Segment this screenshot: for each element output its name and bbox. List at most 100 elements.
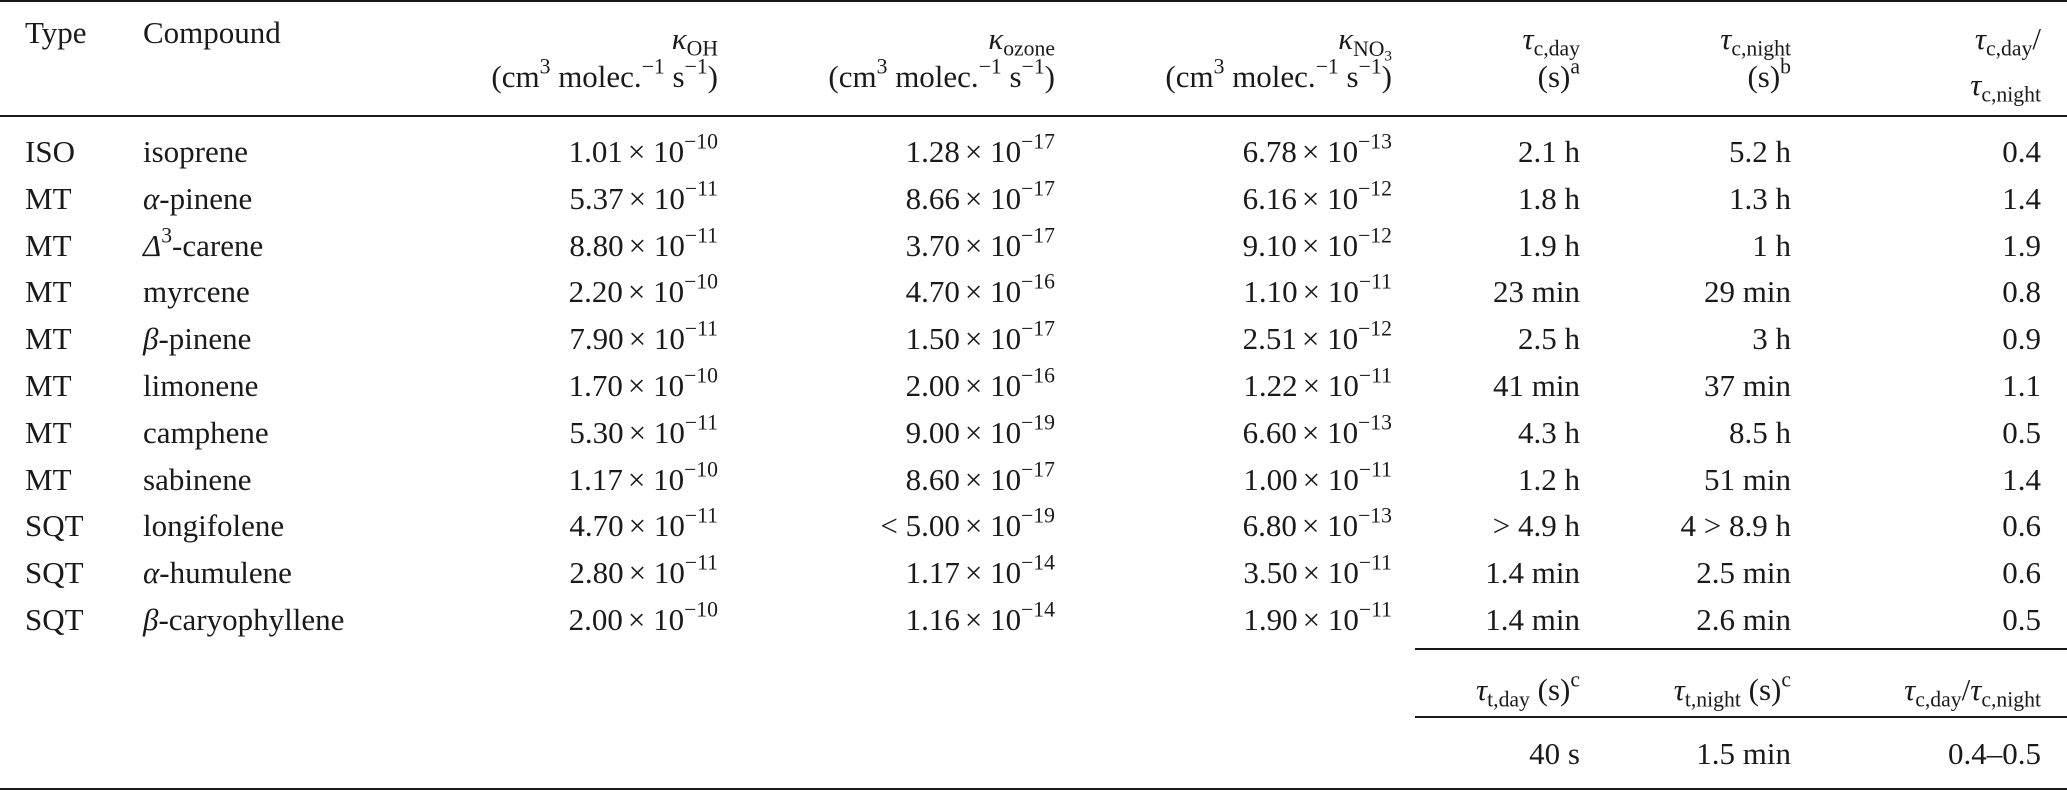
- exponent: −11: [684, 410, 718, 435]
- kappa-symbol: κ: [1338, 21, 1354, 56]
- ratio-cell: 0.5: [2002, 602, 2041, 637]
- ratio-slash: /: [2032, 21, 2041, 56]
- rate-constant-cell: 1.01 × 10−10: [569, 129, 718, 171]
- rate-constant-cell: 6.16 × 10−12: [1243, 178, 1392, 218]
- compound-cell: β-pinene: [143, 320, 251, 358]
- times-ten: × 10: [964, 462, 1022, 497]
- units-exp1: −1: [641, 54, 665, 79]
- rate-constant-cell: 3.70 × 10−17: [906, 225, 1055, 265]
- header-ratio-den: τc,night: [1970, 66, 2041, 105]
- times-ten: × 10: [1302, 368, 1359, 403]
- exponent: −10: [684, 457, 718, 482]
- times-ten: × 10: [964, 321, 1022, 356]
- times-ten: × 10: [627, 602, 685, 637]
- mantissa: 3.50: [1243, 555, 1298, 590]
- mantissa: 9.00: [905, 415, 960, 450]
- times-ten: × 10: [964, 602, 1022, 637]
- ratio-cell: 1.4: [2002, 462, 2041, 497]
- header-k-ozone: κozone: [988, 20, 1055, 61]
- ratio-cell: 0.6: [2002, 555, 2041, 590]
- times-ten: × 10: [1302, 555, 1359, 590]
- mantissa: 1.16: [905, 602, 960, 637]
- mantissa: 1.00: [1243, 462, 1298, 497]
- times-ten: × 10: [627, 368, 685, 403]
- header-type: Type: [25, 15, 87, 50]
- times-ten: × 10: [964, 555, 1022, 590]
- times-ten: × 10: [1302, 602, 1359, 637]
- less-than-sign: <: [880, 508, 906, 543]
- compound-cell: β-caryophyllene: [143, 601, 344, 639]
- tau-day-cell: 1.2 h: [1518, 462, 1580, 497]
- rate-constant-cell: 1.00 × 10−11: [1243, 459, 1392, 499]
- times-ten: × 10: [628, 508, 685, 543]
- units-close: ): [1381, 59, 1392, 94]
- exponent: −14: [1021, 550, 1055, 575]
- mantissa: 7.90: [569, 321, 624, 356]
- times-ten: × 10: [628, 415, 685, 450]
- header-tc-night-unit: (s)b: [1747, 56, 1791, 96]
- compound-name: -humulene: [159, 555, 292, 590]
- times-ten: × 10: [1301, 134, 1359, 169]
- mantissa: 2.20: [568, 274, 623, 309]
- exponent: −11: [1358, 597, 1392, 622]
- rate-constant-cell: 4.70 × 10−11: [569, 503, 718, 545]
- times-ten: × 10: [1301, 321, 1359, 356]
- times-ten: × 10: [1301, 508, 1359, 543]
- type-cell: MT: [25, 274, 72, 309]
- mantissa: 5.30: [569, 415, 624, 450]
- header-tc-day-unit: (s)a: [1538, 54, 1580, 96]
- mantissa: 1.28: [905, 134, 960, 169]
- compound-prefix: Δ: [143, 228, 162, 263]
- exponent: −11: [684, 176, 718, 201]
- times-ten: × 10: [627, 462, 685, 497]
- units-s: s: [1338, 59, 1359, 94]
- header-tc-day: τc,day: [1523, 20, 1580, 59]
- units-close: ): [707, 59, 718, 94]
- rate-constant-cell: 5.30 × 10−11: [569, 410, 718, 452]
- exponent: −12: [1358, 223, 1392, 248]
- footer-tt-day-value: 40 s: [1529, 736, 1580, 771]
- footnote-c: c: [1570, 667, 1580, 692]
- rate-constant-cell: 2.00 × 10−10: [568, 599, 718, 639]
- exponent: −11: [684, 316, 718, 341]
- footer-header-tt-day: τt,day (s)c: [1476, 667, 1580, 711]
- footnote-a: a: [1570, 54, 1580, 79]
- compound-prefix: α: [143, 181, 160, 216]
- units-open: (cm: [1165, 59, 1214, 94]
- exponent: −11: [684, 550, 718, 575]
- mantissa: 6.60: [1242, 415, 1297, 450]
- mantissa: 8.60: [905, 462, 960, 497]
- tc-night-subscript: c,night: [1731, 36, 1791, 61]
- tau-night-cell: 51 min: [1704, 462, 1791, 497]
- rate-constant-cell: 2.00 × 10−16: [906, 365, 1055, 405]
- rate-constant-cell: 3.50 × 10−11: [1243, 552, 1392, 592]
- rate-constant-cell: 6.80 × 10−13: [1243, 503, 1392, 545]
- footer-header-ratio: τc,day/τc,night: [1904, 671, 2041, 710]
- mantissa: 1.17: [568, 462, 623, 497]
- exponent: −13: [1358, 503, 1392, 528]
- units-open: (cm: [828, 59, 877, 94]
- rate-constant-cell: 6.78 × 10−13: [1243, 131, 1392, 171]
- units-s: s: [1001, 59, 1022, 94]
- mantissa: 2.00: [568, 602, 623, 637]
- tau-day-cell: 1.9 h: [1518, 228, 1580, 263]
- k-ozone-subscript: ozone: [1003, 36, 1055, 61]
- rate-constant-cell: 1.28 × 10−17: [905, 131, 1055, 171]
- ratio-slash: /: [1961, 672, 1971, 707]
- mantissa: 2.80: [569, 555, 624, 590]
- times-ten: × 10: [964, 274, 1022, 309]
- header-k-oh: κOH: [672, 20, 718, 59]
- tau-day-cell: 1.8 h: [1518, 181, 1580, 216]
- rate-constant-cell: 1.70 × 10−10: [569, 365, 718, 405]
- mantissa: 1.50: [905, 321, 960, 356]
- exponent: −11: [684, 503, 718, 528]
- rate-constant-cell: 7.90 × 10−11: [569, 316, 718, 358]
- compound-name: camphene: [143, 415, 269, 450]
- footer-mid-rule: [1415, 716, 2067, 718]
- seconds-unit: (s): [1740, 672, 1782, 707]
- compound-cell: sabinene: [143, 461, 251, 499]
- rate-constant-cell: 2.80 × 10−11: [569, 550, 718, 592]
- exponent: −10: [684, 129, 718, 154]
- tau-day-cell: 4.3 h: [1518, 415, 1580, 450]
- compound-cell: longifolene: [143, 507, 284, 545]
